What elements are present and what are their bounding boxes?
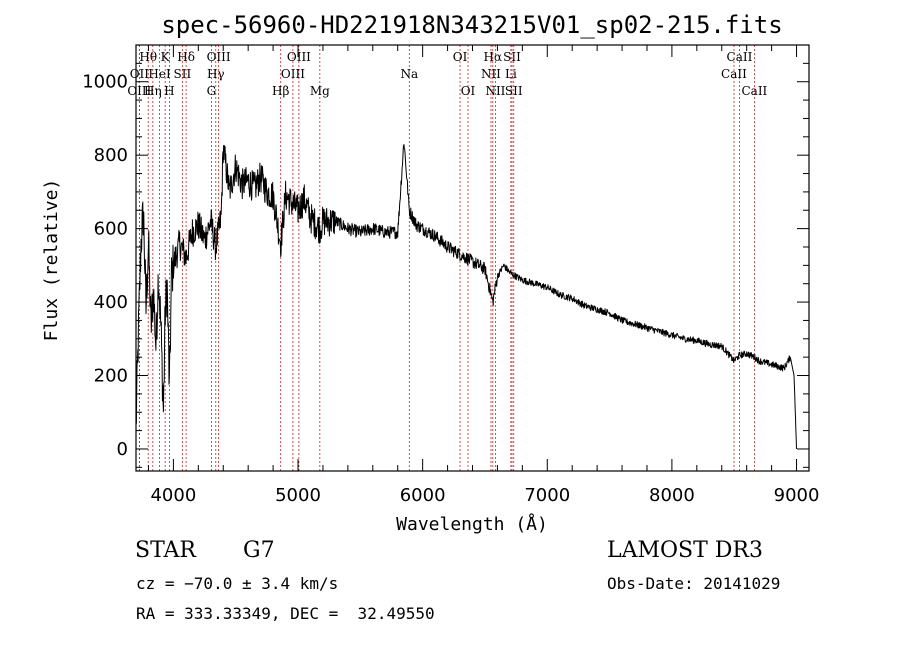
line-label-7: SII xyxy=(174,67,192,81)
series-layer xyxy=(135,144,797,450)
line-label-3: Hη xyxy=(144,84,162,98)
line-label-16: Na xyxy=(400,67,418,81)
ra-dec-coordinates: RA = 333.33349, DEC = 32.49550 xyxy=(136,604,435,623)
object-class: STAR xyxy=(135,538,196,563)
line-label-14: OIII xyxy=(281,67,305,81)
emission-line-markers: HθOIIOIIIHηHeIKHSIIHδGOIIIHγHβOIIIOIIIMg… xyxy=(127,45,768,471)
line-label-12: Hβ xyxy=(272,84,289,98)
survey-name: LAMOST DR3 xyxy=(607,538,763,563)
line-label-17: OI xyxy=(453,50,468,64)
line-label-26: CaII xyxy=(721,67,747,81)
y-tick-label: 800 xyxy=(94,145,128,166)
chart-title: spec-56960-HD221918N343215V01_sp02-215.f… xyxy=(161,11,782,39)
line-label-9: G xyxy=(207,84,217,98)
x-tick-label: 4000 xyxy=(150,485,196,506)
line-label-15: Mg xyxy=(310,84,330,98)
line-label-22: SII xyxy=(503,50,521,64)
redshift-velocity: cz = −70.0 ± 3.4 km/s xyxy=(136,574,339,593)
y-tick-label: 200 xyxy=(94,366,128,387)
x-tick-label: 9000 xyxy=(774,485,820,506)
line-label-11: Hγ xyxy=(207,67,225,81)
line-label-23: Li xyxy=(505,67,517,81)
line-label-10: OIII xyxy=(207,50,231,64)
line-label-24: SII xyxy=(505,84,523,98)
line-label-27: CaII xyxy=(741,84,767,98)
line-label-5: K xyxy=(161,50,171,64)
y-axis-label: Flux (relative) xyxy=(41,179,62,342)
line-label-25: CaII xyxy=(727,50,753,64)
line-label-2: OIII xyxy=(127,84,151,98)
line-label-8: Hδ xyxy=(177,50,195,64)
line-label-19: Hα xyxy=(484,50,503,64)
axis-ticks: 4000 5000 6000 7000 8000 9000 0 200 400 600 800 100… xyxy=(82,44,820,506)
line-label-6: H xyxy=(164,84,174,98)
line-label-20: NII xyxy=(481,67,501,81)
observation-date: Obs-Date: 20141029 xyxy=(607,574,781,593)
line-label-18: OI xyxy=(461,84,476,98)
x-axis-label: Wavelength (Å) xyxy=(396,513,548,535)
y-tick-label: 1000 xyxy=(82,72,128,93)
y-tick-label: 0 xyxy=(117,439,128,460)
line-label-0: Hθ xyxy=(139,50,157,64)
line-label-4: HeI xyxy=(148,67,171,81)
y-tick-label: 600 xyxy=(94,219,128,240)
x-tick-label: 7000 xyxy=(524,485,570,506)
line-label-21: NII xyxy=(485,84,505,98)
y-tick-label: 400 xyxy=(94,292,128,313)
object-subclass: G7 xyxy=(243,538,275,563)
x-tick-label: 5000 xyxy=(275,485,321,506)
x-tick-label: 6000 xyxy=(400,485,446,506)
x-tick-label: 8000 xyxy=(649,485,695,506)
series-spectrum-line xyxy=(135,144,797,450)
line-label-13: OIII xyxy=(287,50,311,64)
